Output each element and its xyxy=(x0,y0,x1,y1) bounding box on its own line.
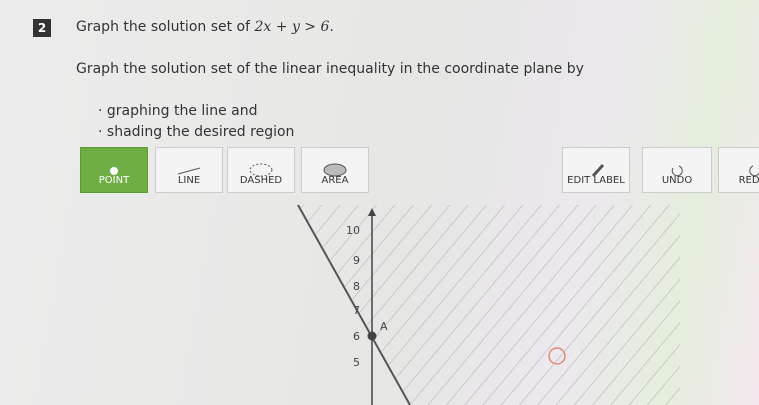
inequality: 2x + y > 6 xyxy=(254,19,330,35)
prompt-line: Graph the solution set of 2x + y > 6. xyxy=(76,19,334,35)
tool-label: REDO xyxy=(738,175,759,186)
prompt-end: . xyxy=(329,19,334,35)
tool-button[interactable]: POINT xyxy=(80,147,148,193)
question-number: 2 xyxy=(33,19,51,37)
tool-label: DASHED xyxy=(239,175,283,186)
tool-button[interactable]: UNDO xyxy=(642,147,712,193)
tool-button[interactable]: DASHED xyxy=(227,147,295,193)
y-tick-label: 10 xyxy=(346,224,360,237)
prompt: Graph the solution set of xyxy=(76,19,251,35)
tool-label: UNDO xyxy=(661,175,693,186)
instruction: Graph the solution set of the linear ine… xyxy=(76,61,584,77)
point-label: A xyxy=(380,320,388,333)
tool-button[interactable]: LINE xyxy=(155,147,223,193)
tool-button[interactable]: AREA xyxy=(301,147,369,193)
bullet: · graphing the line and xyxy=(98,103,258,119)
open-circle[interactable] xyxy=(548,347,566,365)
bullet-text: graphing the line and xyxy=(106,103,258,119)
axis-arrow xyxy=(368,208,376,216)
boundary-line xyxy=(297,204,411,405)
tool-label: AREA xyxy=(321,175,349,186)
shaded-region xyxy=(300,205,680,405)
tool-label: LINE xyxy=(177,175,201,186)
bullet: · shading the desired region xyxy=(98,124,295,140)
y-tick-label: 6 xyxy=(353,330,360,343)
tool-button[interactable]: REDO xyxy=(718,147,759,193)
y-tick-label: 5 xyxy=(353,356,360,369)
tool-label: POINT xyxy=(98,175,130,186)
bullet-text: shading the desired region xyxy=(106,124,295,140)
tool-button[interactable]: EDIT LABEL xyxy=(562,147,630,193)
y-tick-label: 8 xyxy=(353,280,360,293)
y-tick-label: 9 xyxy=(353,254,360,267)
y-tick-label: 7 xyxy=(353,304,360,317)
tool-label: EDIT LABEL xyxy=(567,175,625,186)
point-a[interactable] xyxy=(367,331,377,341)
